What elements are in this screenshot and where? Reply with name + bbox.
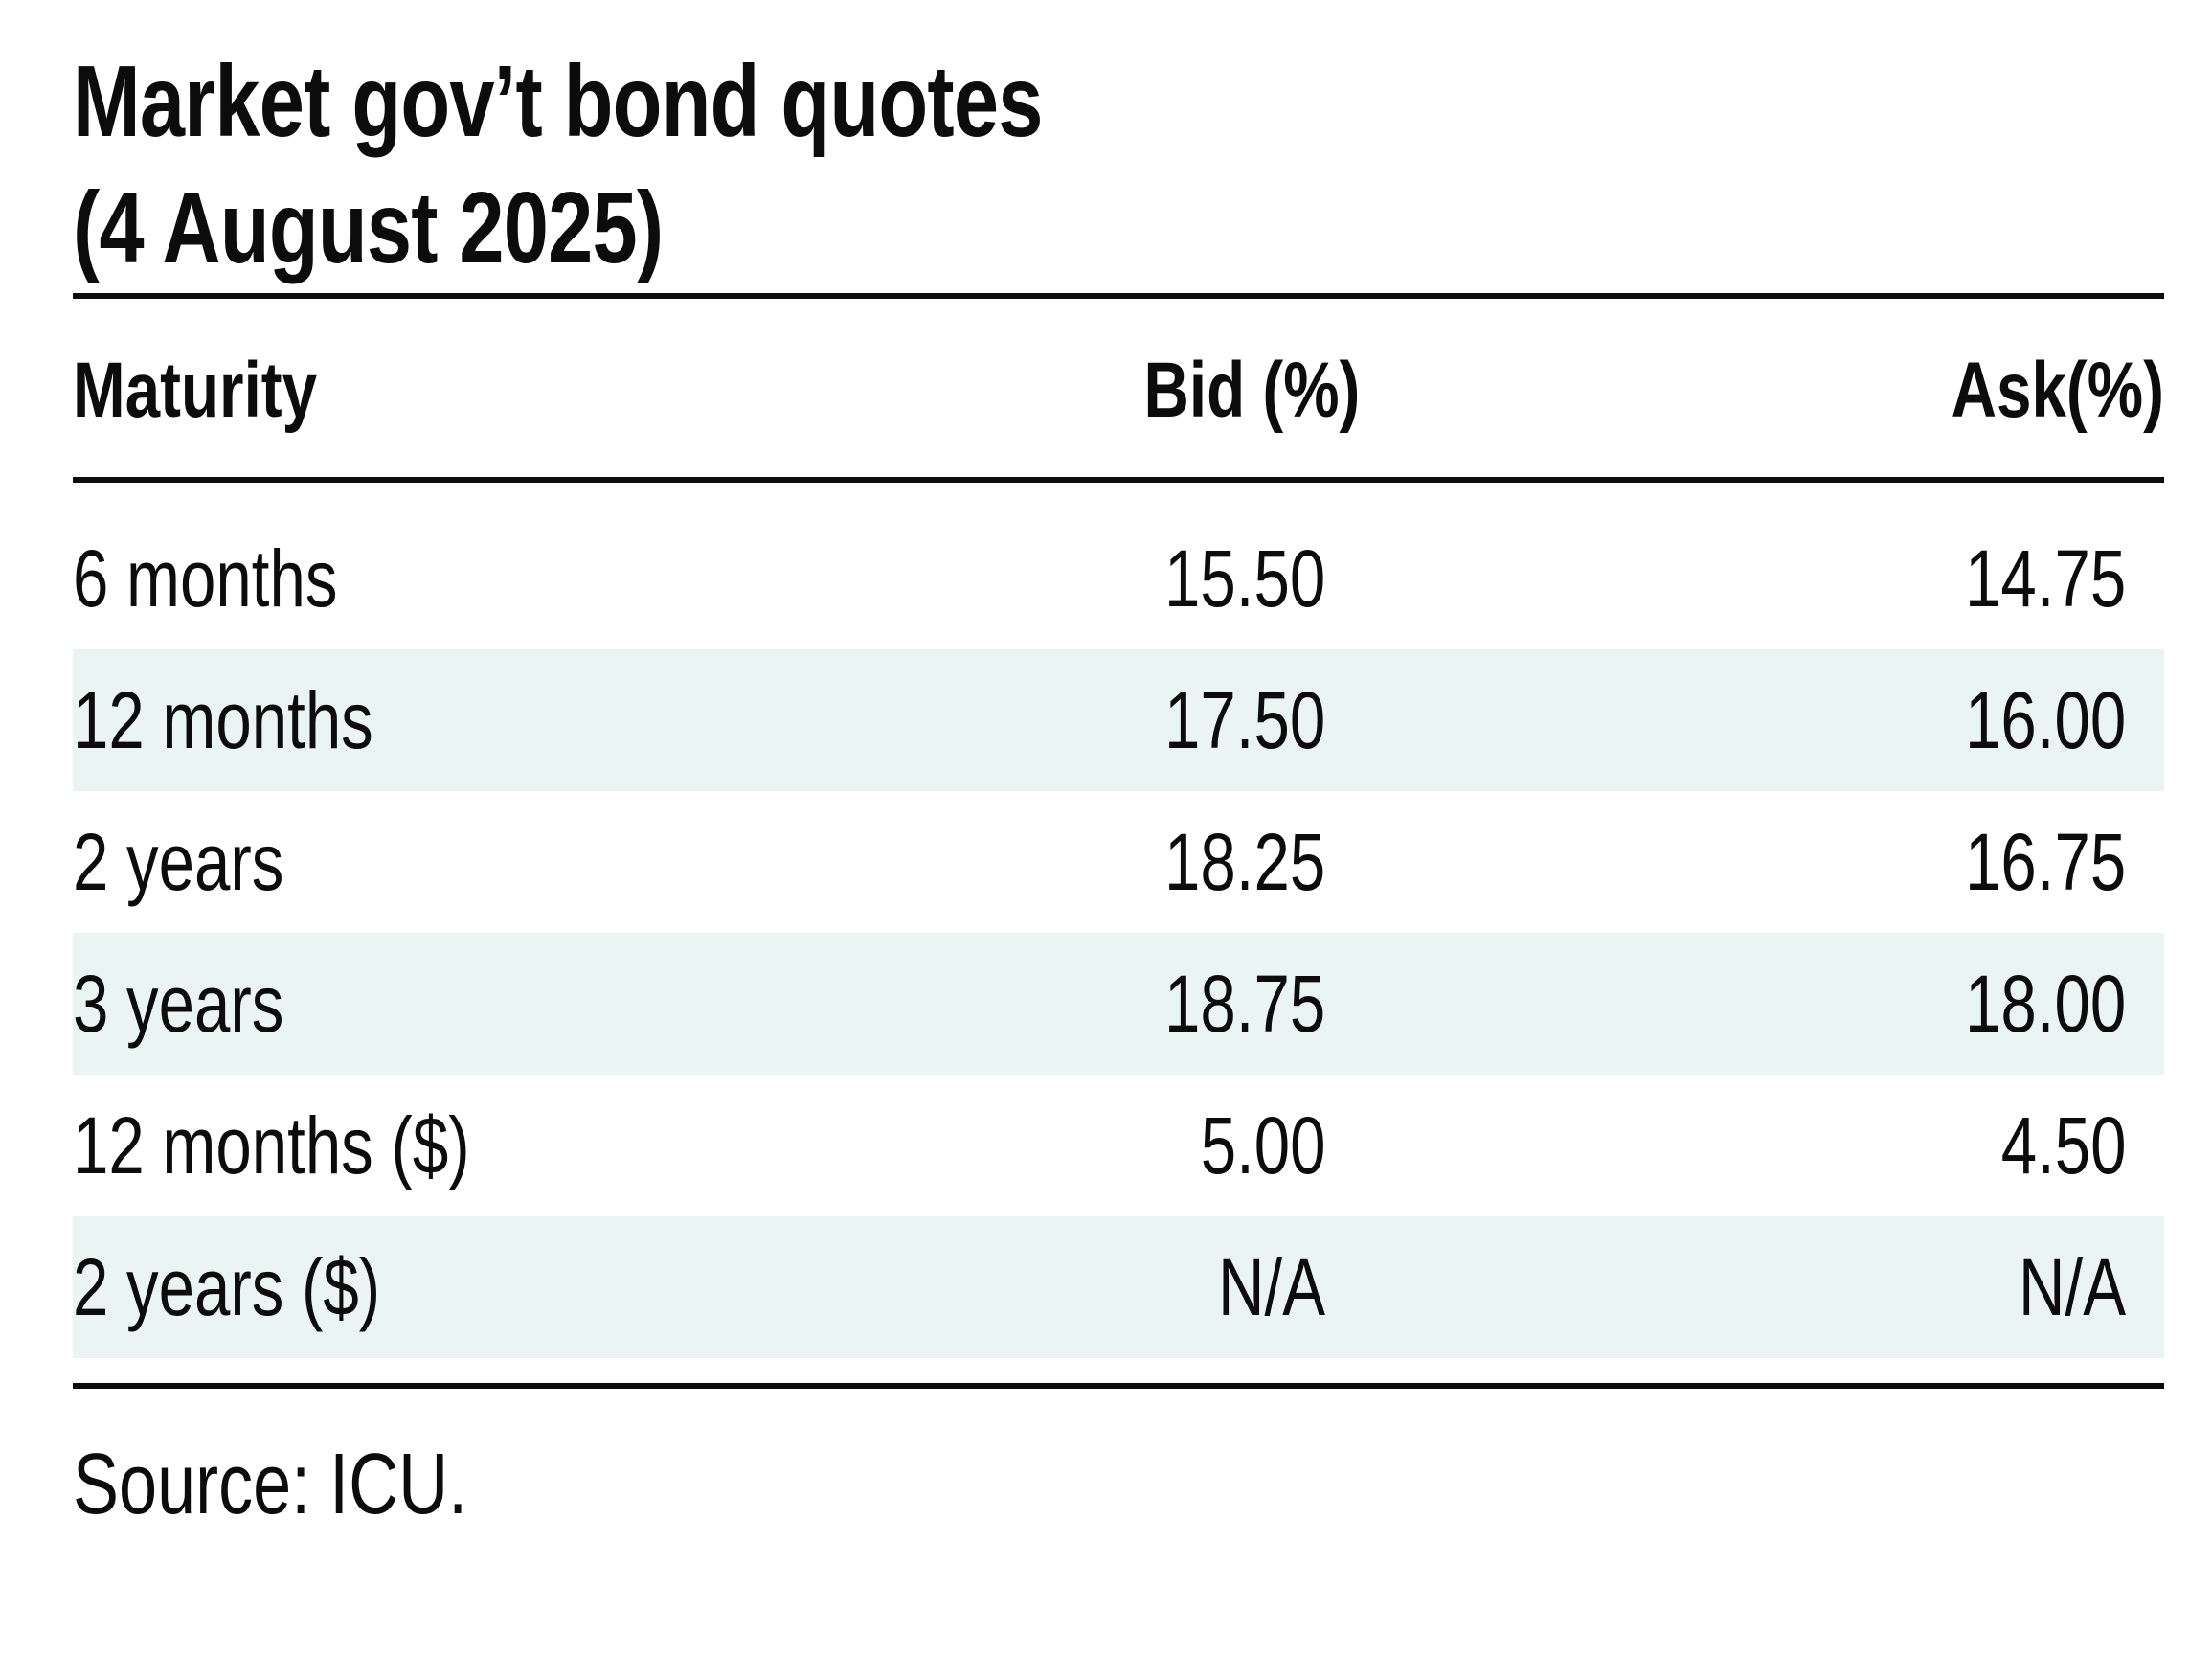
title-line-2: (4 August 2025) xyxy=(73,171,664,284)
header-ask: Ask(%) xyxy=(1951,347,2164,434)
bid-cell: 18.75 xyxy=(1163,959,1325,1049)
bid-cell: N/A xyxy=(1217,1242,1325,1332)
ask-cell: 16.75 xyxy=(1964,817,2126,907)
ask-cell: 18.00 xyxy=(1964,959,2126,1049)
bid-cell: 15.50 xyxy=(1163,533,1325,624)
maturity-cell: 6 months xyxy=(73,533,338,624)
table-row: 12 months ($) 5.00 4.50 xyxy=(73,1075,2164,1216)
maturity-cell: 3 years xyxy=(73,959,284,1049)
bid-cell: 18.25 xyxy=(1163,817,1325,907)
maturity-cell: 12 months xyxy=(73,675,373,765)
table-row: 3 years 18.75 18.00 xyxy=(73,933,2164,1075)
ask-cell: 16.00 xyxy=(1964,675,2126,765)
header-maturity: Maturity xyxy=(73,347,318,434)
maturity-cell: 2 years xyxy=(73,817,284,907)
table-row: 2 years ($) N/A N/A xyxy=(73,1216,2164,1358)
source-note: Source: ICU. xyxy=(73,1437,468,1532)
table-row: 2 years 18.25 16.75 xyxy=(73,791,2164,933)
maturity-cell: 2 years ($) xyxy=(73,1242,381,1332)
maturity-cell: 12 months ($) xyxy=(73,1100,470,1190)
ask-cell: 14.75 xyxy=(1964,533,2126,624)
bid-cell: 17.50 xyxy=(1163,675,1325,765)
table-row: 6 months 15.50 14.75 xyxy=(73,508,2164,649)
table-row: 12 months 17.50 16.00 xyxy=(73,649,2164,791)
title-line-1: Market gov’t bond quotes xyxy=(73,45,1043,158)
bottom-divider xyxy=(73,1383,2164,1389)
table-body: 6 months 15.50 14.75 12 months 17.50 16.… xyxy=(73,508,2164,1358)
header-divider xyxy=(73,477,2164,483)
page-title: Market gov’t bond quotes (4 August 2025) xyxy=(73,38,2160,291)
ask-cell: N/A xyxy=(2018,1242,2126,1332)
table-header-row: Maturity Bid (%) Ask(%) xyxy=(73,337,2164,444)
header-bid: Bid (%) xyxy=(1143,347,1360,434)
bid-cell: 5.00 xyxy=(1200,1100,1325,1190)
top-divider xyxy=(73,293,2164,299)
ask-cell: 4.50 xyxy=(2000,1100,2126,1190)
